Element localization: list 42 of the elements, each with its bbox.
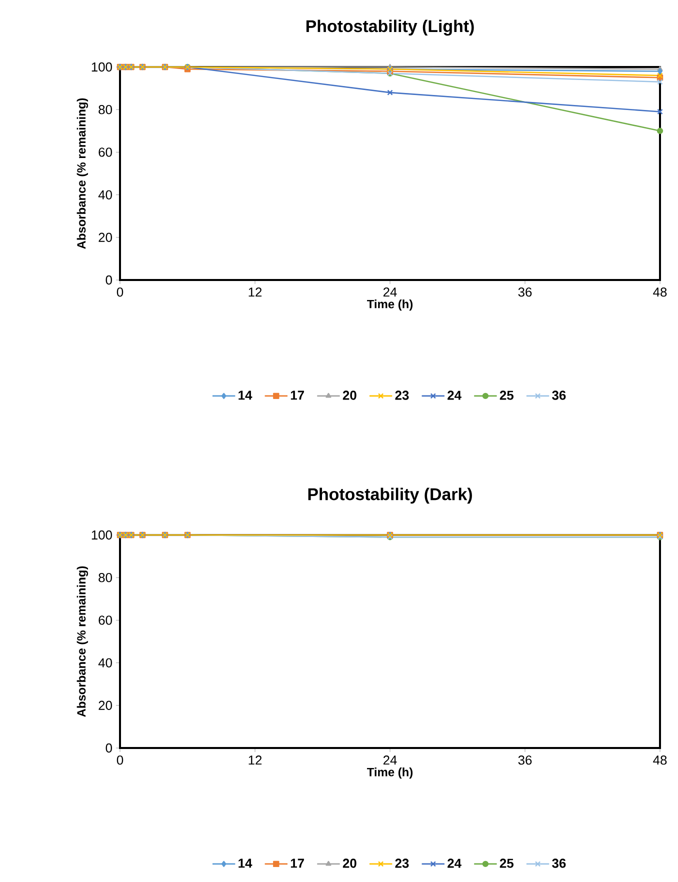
y-tick-label: 60 xyxy=(98,148,112,157)
chart-title: Photostability (Light) xyxy=(306,20,474,36)
x-tick-label: 0 xyxy=(116,287,124,297)
y-axis-title: Absorbance (% remaining) xyxy=(76,98,88,249)
legend-label: 23 xyxy=(395,390,409,400)
x-tick-label: 48 xyxy=(653,287,667,297)
y-tick-label: 20 xyxy=(98,232,112,242)
x-tick-label: 24 xyxy=(383,756,397,765)
legend-label: 23 xyxy=(395,858,409,868)
x-tick-label: 48 xyxy=(653,756,667,765)
y-tick-label: 40 xyxy=(98,658,112,668)
x-tick-label: 0 xyxy=(116,756,124,765)
legend-label: 25 xyxy=(500,390,514,400)
legend-label: 20 xyxy=(342,858,356,868)
x-tick-label: 12 xyxy=(248,756,262,765)
x-axis-title: Time (h) xyxy=(367,300,413,311)
x-axis-title: Time (h) xyxy=(367,768,413,779)
y-tick-label: 20 xyxy=(98,700,112,710)
legend-label: 17 xyxy=(290,858,304,868)
legend-label: 24 xyxy=(448,858,462,868)
legend-label: 14 xyxy=(238,858,252,868)
legend-label: 17 xyxy=(290,390,304,400)
y-tick-label: 40 xyxy=(98,190,112,200)
legend-label: 25 xyxy=(500,858,514,868)
x-tick-label: 12 xyxy=(248,287,262,297)
legend-label: 14 xyxy=(238,390,252,400)
x-tick-label: 36 xyxy=(518,756,532,765)
legend-label: 20 xyxy=(342,390,356,400)
y-tick-label: 60 xyxy=(98,616,112,625)
y-tick-label: 0 xyxy=(106,743,112,753)
y-tick-label: 100 xyxy=(92,530,112,540)
x-tick-label: 36 xyxy=(518,287,532,297)
y-axis-title: Absorbance (% remaining) xyxy=(76,566,88,717)
y-tick-label: 80 xyxy=(98,105,112,114)
x-tick-label: 24 xyxy=(383,287,397,297)
y-tick-label: 100 xyxy=(92,62,112,72)
chart-title: Photostability (Dark) xyxy=(308,488,472,504)
y-tick-label: 0 xyxy=(106,275,112,285)
legend-label: 24 xyxy=(448,390,462,400)
legend-label: 36 xyxy=(552,390,566,400)
y-tick-label: 80 xyxy=(98,573,112,582)
legend-label: 36 xyxy=(552,858,566,868)
